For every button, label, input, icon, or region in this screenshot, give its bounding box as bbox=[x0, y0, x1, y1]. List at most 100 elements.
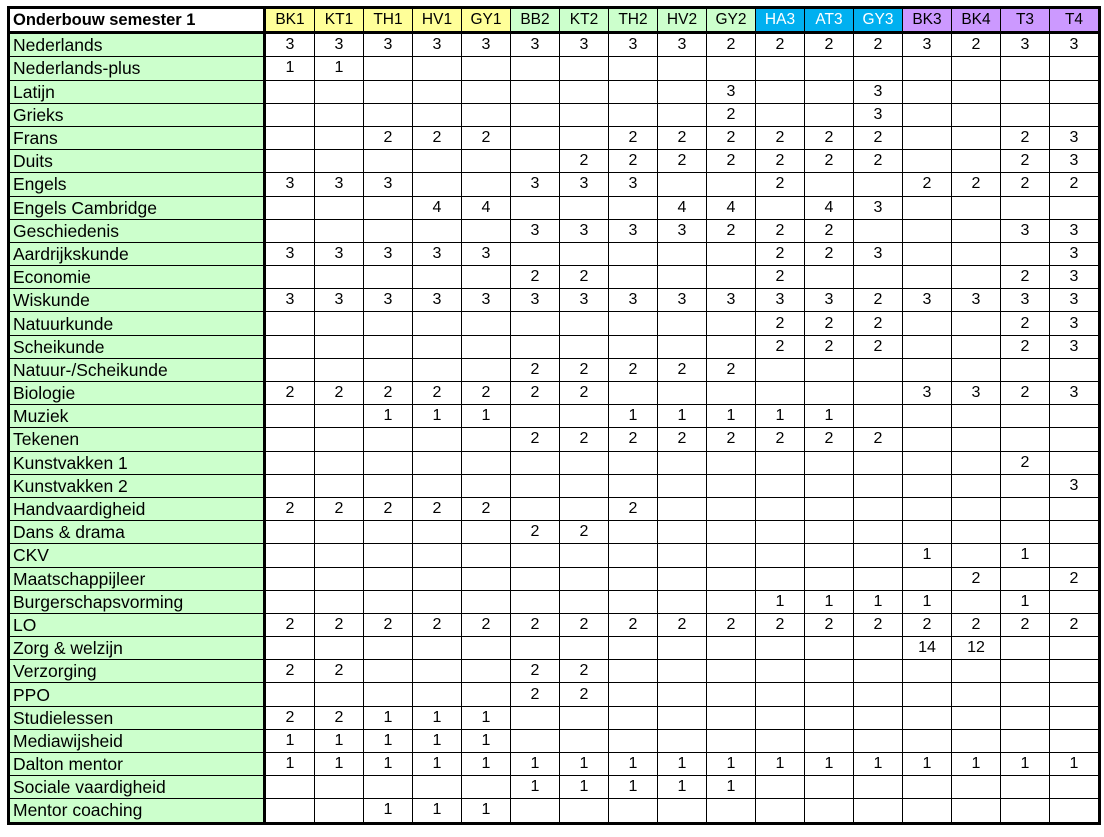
column-header-gy3: GY3 bbox=[853, 6, 903, 35]
table-row: Mentor coaching 1 1 1 bbox=[8, 798, 1100, 824]
hours-cell bbox=[510, 56, 560, 81]
hours-cell bbox=[657, 450, 707, 475]
hours-cell: 1 bbox=[264, 728, 315, 754]
table-row: Burgerschapsvorming 1 1 1 1 1 bbox=[8, 589, 1100, 614]
hours-cell: 3 bbox=[363, 172, 413, 197]
hours-cell bbox=[264, 218, 315, 243]
hours-cell bbox=[608, 450, 658, 475]
hours-cell: 2 bbox=[314, 612, 364, 638]
hours-cell bbox=[314, 311, 364, 336]
subject-cell: Mediawijsheid bbox=[8, 728, 266, 754]
hours-cell bbox=[510, 543, 560, 568]
hours-cell: 2 bbox=[706, 357, 756, 383]
subject-cell: Frans bbox=[8, 125, 266, 151]
table-row: Maatschappijleer 2 2 bbox=[8, 566, 1100, 591]
hours-cell bbox=[902, 102, 952, 127]
hours-cell: 1 bbox=[314, 751, 364, 777]
hours-cell: 3 bbox=[314, 241, 364, 267]
hours-cell: 2 bbox=[853, 311, 903, 336]
hours-cell bbox=[853, 380, 903, 406]
hours-cell: 3 bbox=[1049, 288, 1100, 313]
hours-cell: 2 bbox=[559, 357, 609, 383]
hours-cell bbox=[559, 566, 609, 591]
hours-cell bbox=[951, 195, 1001, 220]
hours-cell bbox=[608, 659, 658, 684]
column-header-kt2: KT2 bbox=[559, 6, 609, 35]
hours-cell bbox=[314, 218, 364, 243]
table-row: Biologie 2 2 2 2 2 2 2 3 3 2 3 bbox=[8, 380, 1100, 406]
hours-cell bbox=[461, 659, 511, 684]
subject-cell: Burgerschapsvorming bbox=[8, 589, 266, 614]
hours-cell: 2 bbox=[608, 357, 658, 383]
hours-cell bbox=[559, 496, 609, 522]
hours-cell bbox=[706, 705, 756, 730]
hours-cell bbox=[1000, 496, 1050, 522]
hours-cell bbox=[363, 79, 413, 104]
hours-cell: 1 bbox=[804, 404, 854, 429]
hours-cell: 2 bbox=[853, 149, 903, 174]
hours-cell bbox=[755, 496, 805, 522]
hours-cell bbox=[804, 450, 854, 475]
hours-cell: 2 bbox=[804, 125, 854, 151]
hours-cell: 2 bbox=[1000, 450, 1050, 475]
hours-cell bbox=[412, 265, 462, 290]
hours-cell: 3 bbox=[951, 288, 1001, 313]
hours-cell bbox=[853, 659, 903, 684]
hours-cell: 1 bbox=[1049, 751, 1100, 777]
hours-cell bbox=[804, 56, 854, 81]
hours-cell bbox=[902, 218, 952, 243]
hours-cell bbox=[461, 172, 511, 197]
hours-cell: 1 bbox=[951, 751, 1001, 777]
hours-cell bbox=[657, 56, 707, 81]
subject-cell: Handvaardigheid bbox=[8, 496, 266, 522]
hours-cell: 1 bbox=[363, 404, 413, 429]
table-row: Wiskunde 3 3 3 3 3 3 3 3 3 3 3 3 2 3 3 3 3 bbox=[8, 288, 1100, 313]
hours-cell bbox=[608, 705, 658, 730]
hours-cell bbox=[755, 682, 805, 707]
hours-cell bbox=[363, 473, 413, 498]
hours-cell: 1 bbox=[657, 775, 707, 800]
hours-cell bbox=[902, 404, 952, 429]
hours-cell: 2 bbox=[461, 125, 511, 151]
hours-cell bbox=[461, 473, 511, 498]
hours-cell bbox=[608, 56, 658, 81]
hours-cell bbox=[1000, 798, 1050, 824]
hours-cell bbox=[461, 265, 511, 290]
hours-cell: 2 bbox=[264, 496, 315, 522]
hours-cell: 2 bbox=[510, 682, 560, 707]
table-row: Muziek 1 1 1 1 1 1 1 1 bbox=[8, 404, 1100, 429]
hours-cell: 2 bbox=[559, 682, 609, 707]
hours-cell bbox=[412, 566, 462, 591]
hours-cell bbox=[264, 682, 315, 707]
hours-cell: 2 bbox=[755, 241, 805, 267]
hours-cell: 1 bbox=[363, 705, 413, 730]
hours-cell: 3 bbox=[853, 241, 903, 267]
hours-cell: 2 bbox=[755, 612, 805, 638]
hours-cell bbox=[608, 265, 658, 290]
hours-cell: 2 bbox=[706, 218, 756, 243]
hours-cell bbox=[706, 682, 756, 707]
hours-cell bbox=[1049, 659, 1100, 684]
hours-cell: 3 bbox=[510, 218, 560, 243]
hours-cell bbox=[510, 705, 560, 730]
hours-cell bbox=[412, 172, 462, 197]
hours-cell bbox=[363, 520, 413, 545]
hours-cell bbox=[264, 636, 315, 661]
subject-cell: Nederlands bbox=[8, 32, 266, 58]
hours-cell: 3 bbox=[264, 172, 315, 197]
hours-cell bbox=[608, 311, 658, 336]
hours-cell bbox=[755, 705, 805, 730]
hours-cell: 3 bbox=[608, 32, 658, 58]
table-row: Geschiedenis 3 3 3 3 2 2 2 3 3 bbox=[8, 218, 1100, 243]
hours-cell: 3 bbox=[412, 32, 462, 58]
subject-cell: Wiskunde bbox=[8, 288, 266, 313]
table-row: Kunstvakken 2 3 bbox=[8, 473, 1100, 498]
hours-cell bbox=[461, 149, 511, 174]
hours-cell: 2 bbox=[804, 218, 854, 243]
hours-cell bbox=[804, 705, 854, 730]
hours-cell bbox=[314, 543, 364, 568]
hours-cell bbox=[412, 520, 462, 545]
hours-cell bbox=[412, 334, 462, 359]
hours-cell bbox=[264, 798, 315, 824]
hours-cell bbox=[853, 543, 903, 568]
